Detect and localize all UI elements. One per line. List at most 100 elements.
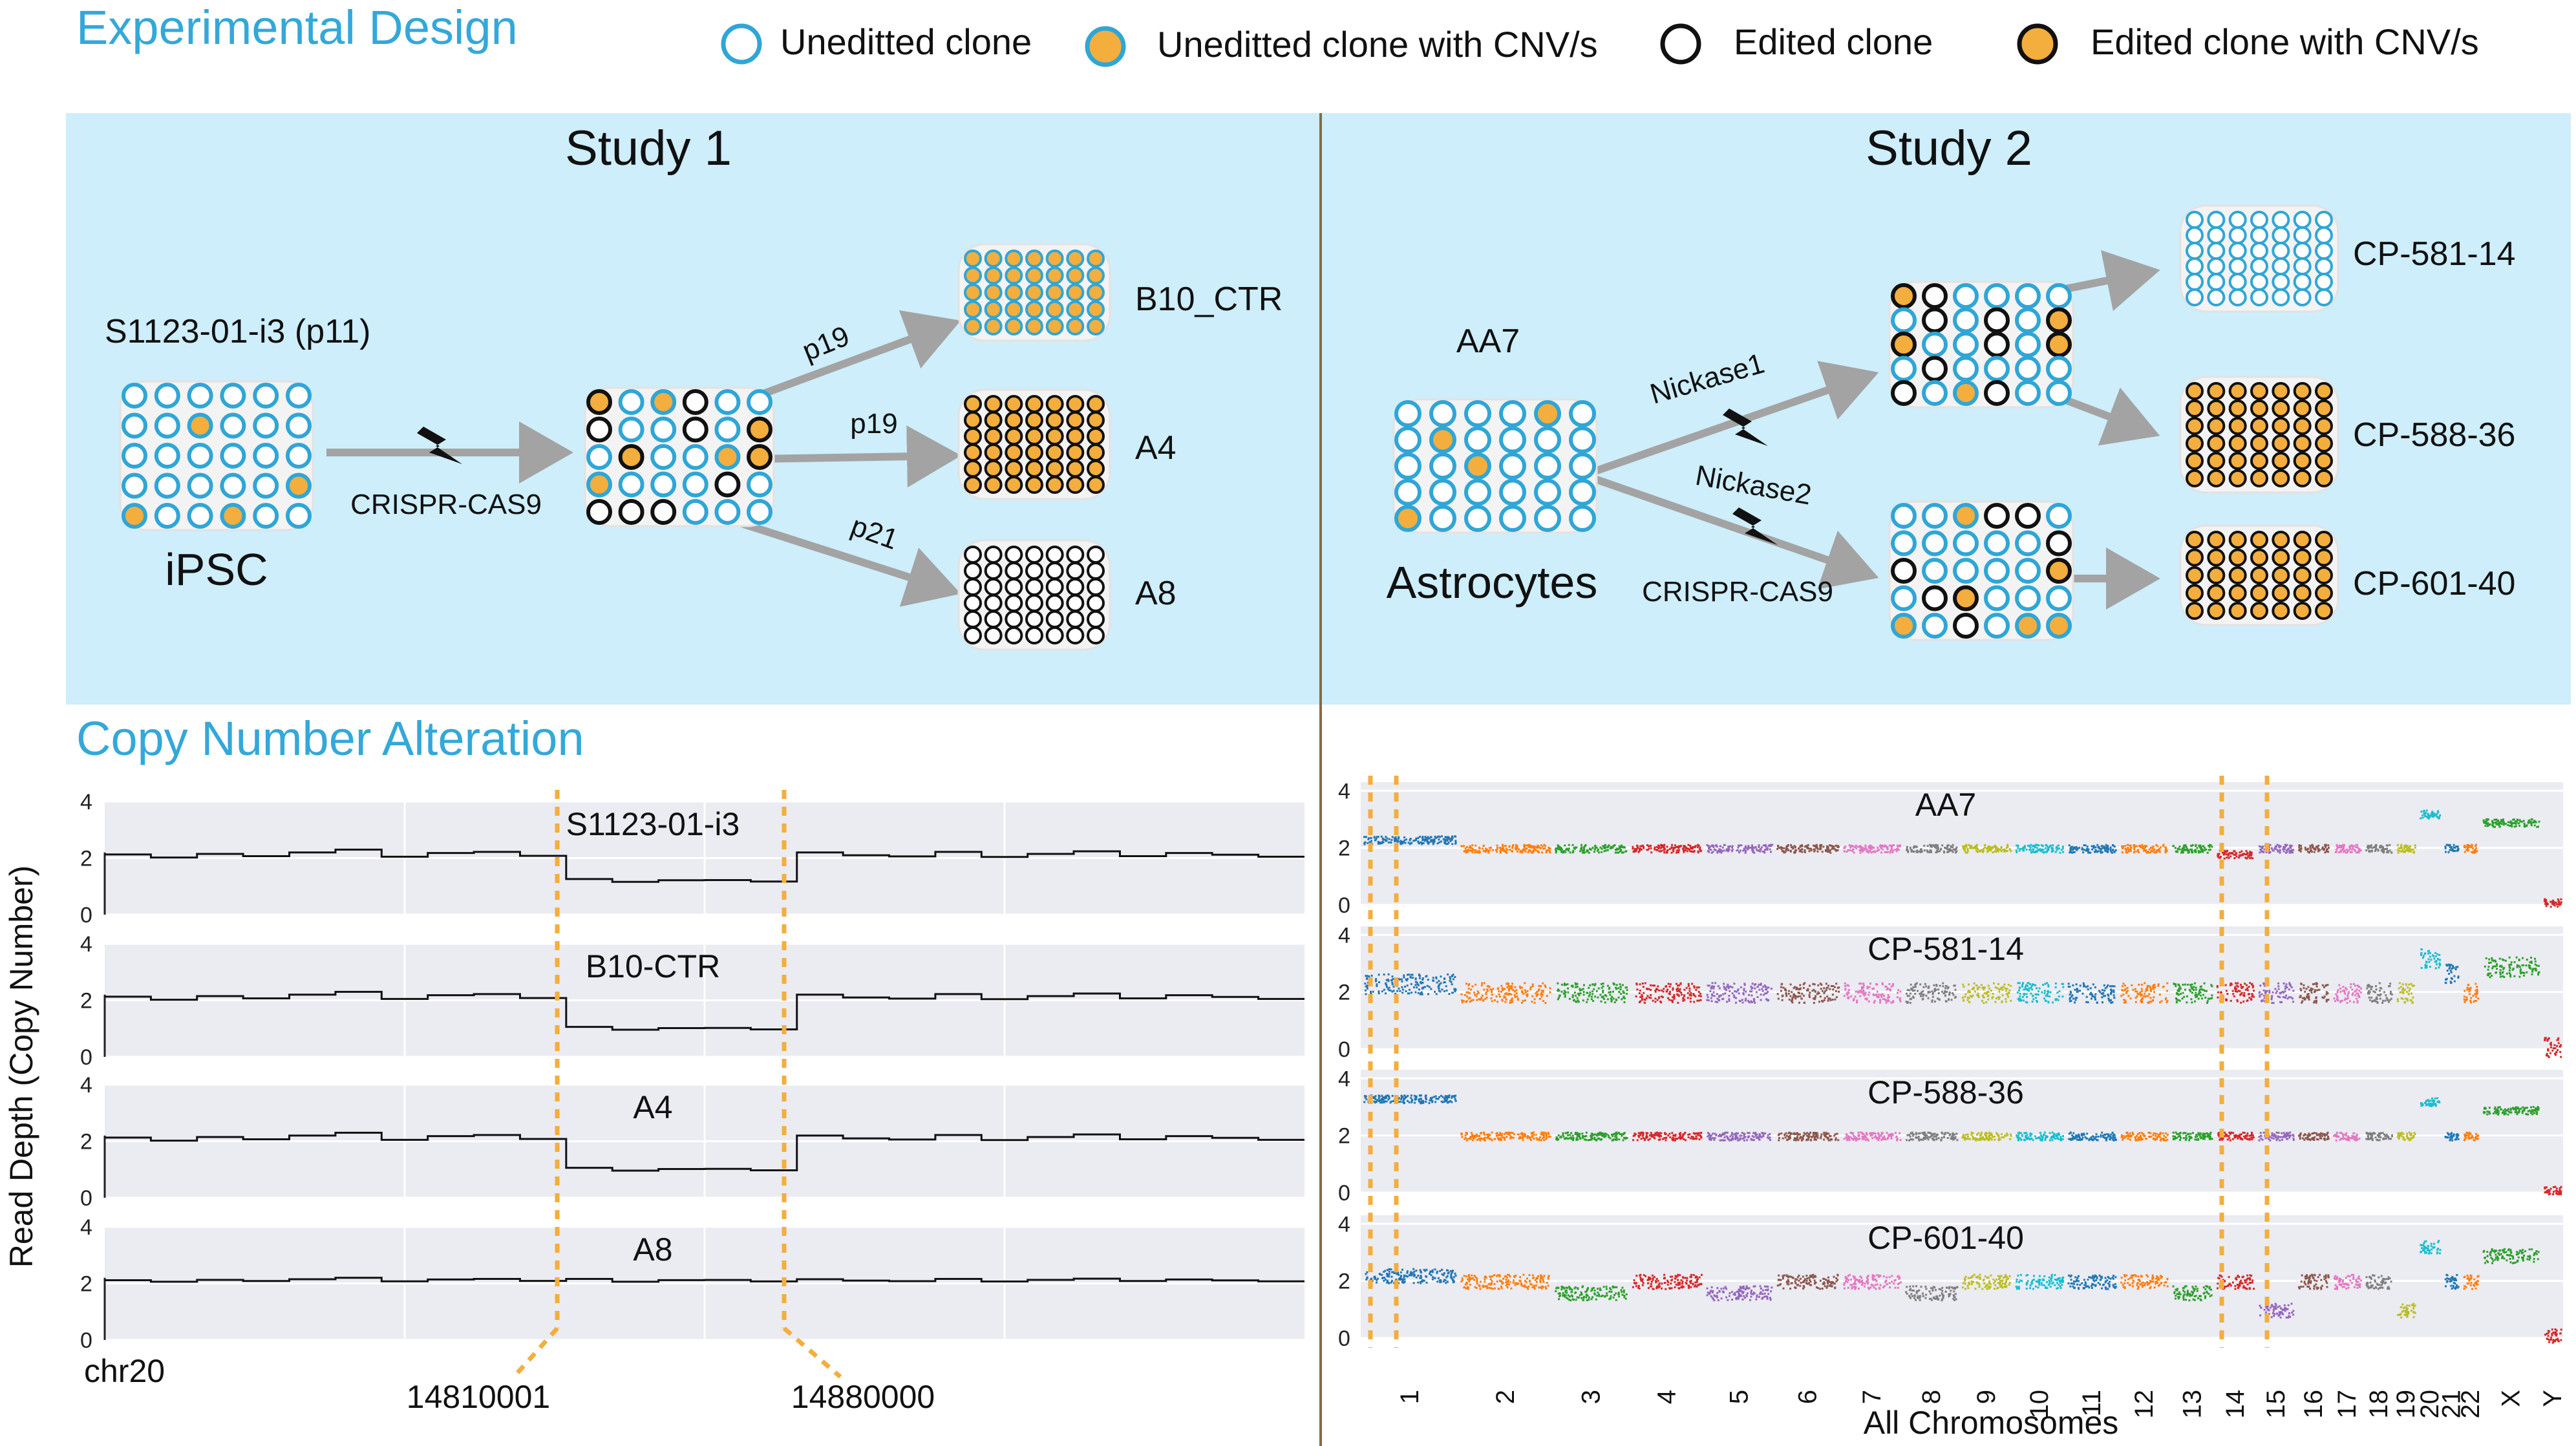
ytick-label: 2 xyxy=(80,989,92,1014)
colony-cell-icon xyxy=(964,476,982,494)
ytick-label: 4 xyxy=(1338,1067,1350,1091)
colony-cell-icon xyxy=(2293,584,2312,602)
colony-cell-icon xyxy=(1066,476,1085,494)
colony-cell-icon xyxy=(1005,283,1023,302)
colony-cell-icon xyxy=(187,443,213,469)
colony-cell-icon xyxy=(1066,395,1085,413)
genome-track: 4 2 0 CP-601-40 xyxy=(1338,1212,2563,1351)
right-xlabel: All Chromosomes xyxy=(1864,1405,2119,1441)
colony-cell-icon xyxy=(1534,452,1561,480)
colony-cell-icon xyxy=(1087,594,1105,612)
ytick-label: 2 xyxy=(1338,1124,1350,1149)
colony-cell-icon xyxy=(984,610,1003,628)
colony-cell-icon xyxy=(1984,530,2010,557)
colony-cell-icon xyxy=(2228,273,2247,291)
colony-cell-icon xyxy=(1891,356,1917,382)
colony-cell-icon xyxy=(187,412,213,439)
colony-cell-icon xyxy=(1045,250,1064,268)
colony-cell-icon xyxy=(1087,427,1105,445)
colony-cell-icon xyxy=(2207,399,2226,418)
colony-cell-icon xyxy=(1953,307,1979,334)
colony-cell-icon xyxy=(2272,226,2290,244)
ytick-label: 2 xyxy=(80,1130,92,1154)
colony-cell-icon xyxy=(1464,505,1491,532)
colony-cell-icon xyxy=(1066,610,1085,628)
chromosome-tick-label: 3 xyxy=(1577,1390,1606,1404)
left-breakpoint-1: 14810001 xyxy=(407,1379,550,1415)
colony-cell-icon xyxy=(1005,546,1023,564)
colony-cell-icon xyxy=(2207,602,2226,620)
chromosome-points-18 xyxy=(2365,844,2393,854)
study1-output-2: A4 xyxy=(1135,429,1176,467)
colony-cell-icon xyxy=(984,476,1003,494)
colony-cell-icon xyxy=(2186,566,2204,584)
colony-cell-icon xyxy=(1569,505,1596,532)
colony-cell-icon xyxy=(682,389,708,415)
colony-cell-icon xyxy=(2186,288,2204,306)
chromosome-points-17 xyxy=(2333,983,2362,1005)
colony-cell-icon xyxy=(586,389,612,415)
colony-cell-icon xyxy=(2015,613,2041,639)
colony-cell-icon xyxy=(220,503,246,529)
chromosome-points-8 xyxy=(1906,1131,1959,1142)
chromosome-points-6 xyxy=(1776,844,1840,854)
chromosome-tick-label: 11 xyxy=(2078,1390,2106,1417)
study1-cell-type: iPSC xyxy=(165,544,268,595)
colony-cell-icon xyxy=(1066,283,1085,302)
colony-cell-icon xyxy=(2250,602,2268,620)
colony-cell-icon xyxy=(1066,546,1085,564)
colony-cell-icon xyxy=(964,250,982,268)
chromosome-points-6 xyxy=(1778,1131,1840,1142)
colony-cell-icon xyxy=(1005,578,1023,596)
colony-cell-icon xyxy=(1087,317,1105,335)
colony-cell-icon xyxy=(1087,443,1105,462)
chromosome-points-12 xyxy=(2121,844,2168,854)
legend-label-edited: Edited clone xyxy=(1734,21,1933,62)
chromosome-points-9 xyxy=(1961,1273,2011,1290)
colony-cell-icon xyxy=(2272,452,2290,470)
colony-cell-icon xyxy=(2315,602,2333,620)
colony-cell-icon xyxy=(2186,452,2204,470)
colony-cell-icon xyxy=(1005,562,1023,580)
colony-cell-icon xyxy=(2250,452,2268,470)
colony-cell-icon xyxy=(1045,546,1064,564)
colony-cell-icon xyxy=(2186,469,2204,487)
chr20-plot: 4 2 0 S1123-01-i3 4 2 0 B10-CTR 4 2 0 A4 4 2 0 A8 xyxy=(80,790,1304,1379)
colony-cell-icon xyxy=(1025,250,1043,268)
colony-cell-icon xyxy=(1891,380,1917,406)
colony-cell-icon xyxy=(2207,566,2226,584)
colony-cell-icon xyxy=(2293,226,2312,244)
colony-cell-icon xyxy=(1066,266,1085,285)
colony-cell-icon xyxy=(1025,476,1043,494)
colony-cell-icon xyxy=(618,499,644,525)
chromosome-points-5 xyxy=(1706,982,1772,1004)
chromosome-tick-label: 10 xyxy=(2025,1390,2054,1419)
colony-cell-icon xyxy=(1025,610,1043,628)
colony-cell-icon xyxy=(2293,531,2312,549)
colony-cell-icon xyxy=(2046,503,2072,529)
colony-cell-icon xyxy=(1984,503,2010,529)
colony-cell-icon xyxy=(2207,531,2226,549)
colony-cell-icon xyxy=(1045,578,1064,596)
chromosome-points-1 xyxy=(1365,1268,1457,1284)
colony-cell-icon xyxy=(2315,452,2333,470)
colony-cell-icon xyxy=(1984,356,2010,382)
colony-cell-icon xyxy=(1005,443,1023,462)
legend-icon-unedited xyxy=(721,23,762,65)
colony-cell-icon xyxy=(1953,558,1979,584)
track-label: CP-588-36 xyxy=(1868,1074,2024,1111)
colony-cell-icon xyxy=(1953,503,1979,529)
colony-cell-icon xyxy=(2250,566,2268,584)
chromosome-points-4 xyxy=(1632,1273,1703,1290)
colony-cell-icon xyxy=(682,444,708,470)
colony-cell-icon xyxy=(154,503,180,529)
ytick-label: 2 xyxy=(1338,836,1350,861)
colony-cell-icon xyxy=(1984,283,2010,309)
colony-cell-icon xyxy=(984,562,1003,580)
chromosome-points-12 xyxy=(2120,982,2169,1004)
colony-cell-icon xyxy=(984,594,1003,612)
colony-cell-icon xyxy=(2207,548,2226,567)
colony-cell-icon xyxy=(1534,478,1561,506)
colony-box xyxy=(1888,281,2074,409)
colony-cell-icon xyxy=(1087,546,1105,564)
